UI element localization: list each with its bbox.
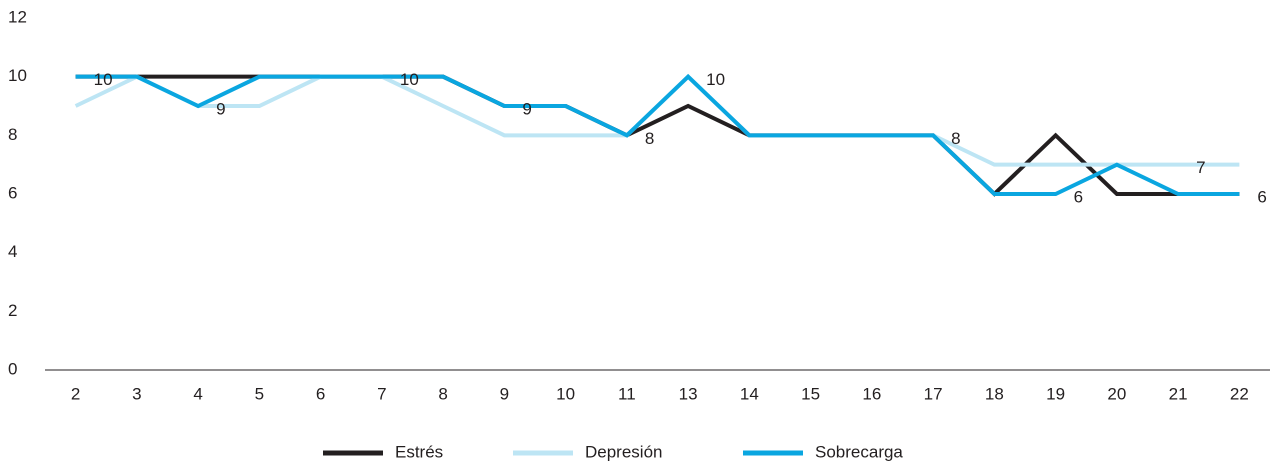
y-tick-label: 10 <box>8 66 27 85</box>
x-tick-label: 3 <box>132 384 141 403</box>
data-label: 7 <box>1196 158 1205 177</box>
x-tick-label: 2 <box>71 384 80 403</box>
series-line <box>75 73 1240 196</box>
x-tick-label: 15 <box>801 384 820 403</box>
y-tick-label: 4 <box>8 242 17 261</box>
data-label: 6 <box>1257 187 1266 206</box>
data-label: 10 <box>94 70 113 89</box>
x-tick-label: 21 <box>1169 384 1188 403</box>
legend-label: Estrés <box>395 442 443 461</box>
x-tick-label: 6 <box>316 384 325 403</box>
x-tick-label: 7 <box>377 384 386 403</box>
x-tick-label: 8 <box>438 384 447 403</box>
x-tick-label: 18 <box>985 384 1004 403</box>
x-tick-label: 13 <box>679 384 698 403</box>
x-tick-label: 9 <box>500 384 509 403</box>
x-tick-label: 22 <box>1230 384 1249 403</box>
y-tick-label: 8 <box>8 125 17 144</box>
x-tick-label: 16 <box>862 384 881 403</box>
data-label: 8 <box>951 129 960 148</box>
y-tick-label: 0 <box>8 359 17 378</box>
y-tick-label: 12 <box>8 7 27 26</box>
legend-label: Depresión <box>585 442 663 461</box>
y-tick-label: 2 <box>8 301 17 320</box>
x-tick-label: 10 <box>556 384 575 403</box>
data-label: 9 <box>216 99 225 118</box>
x-tick-label: 20 <box>1107 384 1126 403</box>
data-label: 10 <box>706 70 725 89</box>
x-tick-label: 4 <box>193 384 202 403</box>
x-tick-label: 17 <box>924 384 943 403</box>
legend-label: Sobrecarga <box>815 442 903 461</box>
data-label: 10 <box>400 70 419 89</box>
x-tick-label: 14 <box>740 384 759 403</box>
x-tick-label: 11 <box>618 384 636 403</box>
data-label: 9 <box>522 99 531 118</box>
y-tick-label: 6 <box>8 183 17 202</box>
x-tick-label: 5 <box>255 384 264 403</box>
series-line <box>75 74 1240 197</box>
data-label: 8 <box>645 129 654 148</box>
x-tick-label: 19 <box>1046 384 1065 403</box>
data-label: 6 <box>1074 187 1083 206</box>
